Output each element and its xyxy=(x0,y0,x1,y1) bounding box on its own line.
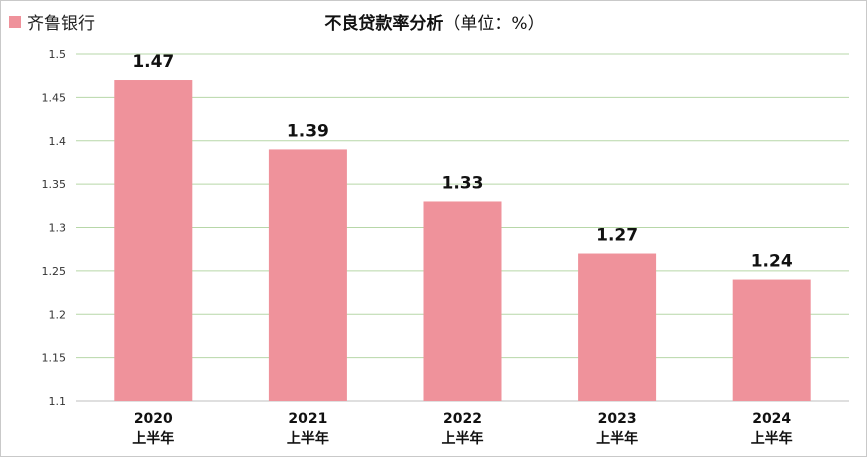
x-tick-label-year: 2023 xyxy=(598,411,637,427)
y-tick-label: 1.2 xyxy=(49,308,67,321)
bar xyxy=(578,253,657,401)
legend: 齐鲁银行 xyxy=(9,9,95,34)
y-tick-label: 1.4 xyxy=(49,135,67,148)
x-tick-label-period: 上半年 xyxy=(132,430,174,447)
x-tick-label-year: 2022 xyxy=(443,411,482,427)
x-tick-label-year: 2020 xyxy=(134,411,173,427)
y-tick-label: 1.5 xyxy=(49,48,67,61)
x-tick-label-period: 上半年 xyxy=(287,430,329,447)
bar xyxy=(268,149,347,401)
x-tick-label-year: 2021 xyxy=(288,411,327,427)
data-label: 1.39 xyxy=(287,121,329,141)
chart-title-unit: （单位：%） xyxy=(443,14,545,34)
data-label: 1.47 xyxy=(132,52,174,72)
x-tick-label-period: 上半年 xyxy=(442,430,484,447)
data-label: 1.33 xyxy=(442,173,484,193)
x-tick-label-year: 2024 xyxy=(752,411,791,427)
y-tick-label: 1.15 xyxy=(42,352,67,365)
bar xyxy=(114,80,193,402)
chart-title-main: 不良贷款率分析 xyxy=(324,14,444,34)
y-tick-label: 1.3 xyxy=(49,222,67,235)
data-label: 1.27 xyxy=(596,226,638,246)
data-label: 1.24 xyxy=(751,252,793,272)
y-tick-label: 1.1 xyxy=(49,395,67,408)
y-tick-label: 1.35 xyxy=(42,178,67,191)
x-tick-label-period: 上半年 xyxy=(596,430,638,447)
chart-title: 不良贷款率分析（单位：%） xyxy=(1,9,867,34)
y-tick-label: 1.45 xyxy=(42,91,67,104)
y-tick-label: 1.25 xyxy=(42,265,67,278)
legend-swatch xyxy=(9,15,21,28)
bar xyxy=(732,279,811,401)
legend-label: 齐鲁银行 xyxy=(27,14,95,34)
x-tick-label-period: 上半年 xyxy=(751,430,793,447)
bar xyxy=(423,201,502,401)
